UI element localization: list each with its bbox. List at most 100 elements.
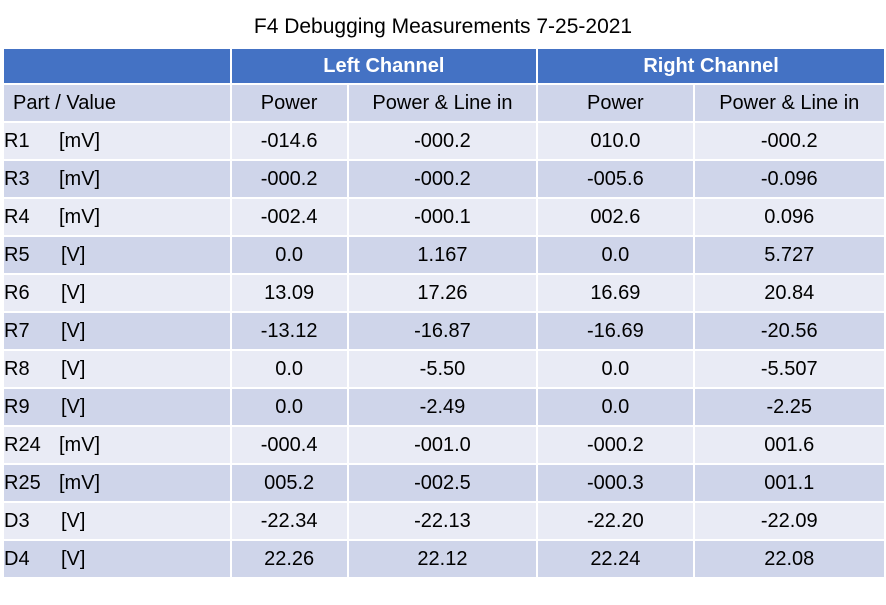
- part-cell: R7 [V]: [2, 311, 232, 351]
- left-power-line-in-value: -5.50: [346, 349, 539, 389]
- right-power-value: -16.69: [536, 311, 695, 351]
- part-unit: [V]: [61, 243, 86, 266]
- part-unit: [V]: [61, 547, 86, 570]
- part-unit: [V]: [61, 395, 86, 418]
- part-name: R24: [4, 433, 41, 456]
- column-header-row: Part / Value Power Power & Line in Power…: [2, 83, 886, 123]
- table-row: R6 [V] 13.09 17.26 16.69 20.84: [2, 273, 886, 313]
- right-power-value: 0.0: [536, 387, 695, 427]
- part-cell: R24 [mV]: [2, 425, 232, 465]
- column-header-left-power-line-in: Power & Line in: [346, 83, 539, 123]
- left-power-line-in-value: -22.13: [346, 501, 539, 541]
- left-power-value: 005.2: [229, 463, 349, 503]
- left-power-line-in-value: -000.2: [346, 159, 539, 199]
- left-power-value: -000.2: [229, 159, 349, 199]
- left-power-value: -002.4: [229, 197, 349, 237]
- table-row: R9 [V] 0.0 -2.49 0.0 -2.25: [2, 387, 886, 427]
- channel-header-row: Left Channel Right Channel: [2, 47, 886, 85]
- left-power-value: 13.09: [229, 273, 349, 313]
- part-unit: [V]: [61, 509, 86, 532]
- table-row: R4 [mV] -002.4 -000.1 002.6 0.096: [2, 197, 886, 237]
- right-power-value: -000.2: [536, 425, 695, 465]
- left-power-value: -22.34: [229, 501, 349, 541]
- right-power-value: 010.0: [536, 121, 695, 161]
- right-power-line-in-value: -000.2: [692, 121, 886, 161]
- part-cell: D3 [V]: [2, 501, 232, 541]
- right-power-line-in-value: -2.25: [692, 387, 886, 427]
- part-cell: R3 [mV]: [2, 159, 232, 199]
- left-power-line-in-value: 22.12: [346, 539, 539, 579]
- left-power-line-in-value: -002.5: [346, 463, 539, 503]
- part-cell: R6 [V]: [2, 273, 232, 313]
- column-header-part: Part / Value: [2, 83, 232, 123]
- table-row: D3 [V] -22.34 -22.13 -22.20 -22.09: [2, 501, 886, 541]
- part-unit: [mV]: [59, 433, 101, 456]
- right-power-line-in-value: 0.096: [692, 197, 886, 237]
- right-power-line-in-value: 001.6: [692, 425, 886, 465]
- part-name: R3: [4, 167, 30, 190]
- part-unit: [mV]: [59, 129, 101, 152]
- left-power-line-in-value: -2.49: [346, 387, 539, 427]
- column-header-left-power: Power: [229, 83, 349, 123]
- column-header-right-power-line-in: Power & Line in: [692, 83, 886, 123]
- part-name: R25: [4, 471, 41, 494]
- left-power-line-in-value: -000.2: [346, 121, 539, 161]
- right-power-line-in-value: -22.09: [692, 501, 886, 541]
- table-row: R25 [mV] 005.2 -002.5 -000.3 001.1: [2, 463, 886, 503]
- left-power-line-in-value: -16.87: [346, 311, 539, 351]
- part-unit: [mV]: [59, 471, 101, 494]
- right-power-value: 002.6: [536, 197, 695, 237]
- right-power-value: -22.20: [536, 501, 695, 541]
- left-power-value: 0.0: [229, 235, 349, 275]
- right-power-line-in-value: -0.096: [692, 159, 886, 199]
- table-row: R3 [mV] -000.2 -000.2 -005.6 -0.096: [2, 159, 886, 199]
- right-power-line-in-value: -5.507: [692, 349, 886, 389]
- left-power-line-in-value: -001.0: [346, 425, 539, 465]
- part-cell: D4 [V]: [2, 539, 232, 579]
- part-name: R1: [4, 129, 30, 152]
- part-name: R7: [4, 319, 30, 342]
- table-row: R5 [V] 0.0 1.167 0.0 5.727: [2, 235, 886, 275]
- right-power-line-in-value: 5.727: [692, 235, 886, 275]
- left-power-value: 0.0: [229, 387, 349, 427]
- part-unit: [mV]: [59, 205, 101, 228]
- column-header-right-power: Power: [536, 83, 695, 123]
- table-row: R1 [mV] -014.6 -000.2 010.0 -000.2: [2, 121, 886, 161]
- left-power-value: 22.26: [229, 539, 349, 579]
- right-power-value: -000.3: [536, 463, 695, 503]
- part-unit: [V]: [61, 319, 86, 342]
- part-unit: [mV]: [59, 167, 101, 190]
- part-unit: [V]: [61, 281, 86, 304]
- part-name: R6: [4, 281, 30, 304]
- right-power-line-in-value: 20.84: [692, 273, 886, 313]
- left-power-value: -13.12: [229, 311, 349, 351]
- part-name: R8: [4, 357, 30, 380]
- right-power-value: -005.6: [536, 159, 695, 199]
- right-power-line-in-value: 22.08: [692, 539, 886, 579]
- right-power-line-in-value: 001.1: [692, 463, 886, 503]
- header-empty-cell: [2, 47, 232, 85]
- right-power-line-in-value: -20.56: [692, 311, 886, 351]
- right-power-value: 22.24: [536, 539, 695, 579]
- left-power-line-in-value: 17.26: [346, 273, 539, 313]
- left-power-value: -000.4: [229, 425, 349, 465]
- part-cell: R1 [mV]: [2, 121, 232, 161]
- left-channel-header: Left Channel: [229, 47, 539, 85]
- part-cell: R4 [mV]: [2, 197, 232, 237]
- left-power-value: 0.0: [229, 349, 349, 389]
- right-power-value: 16.69: [536, 273, 695, 313]
- left-power-line-in-value: 1.167: [346, 235, 539, 275]
- part-cell: R25 [mV]: [2, 463, 232, 503]
- right-channel-header: Right Channel: [536, 47, 886, 85]
- part-cell: R5 [V]: [2, 235, 232, 275]
- right-power-value: 0.0: [536, 349, 695, 389]
- part-cell: R9 [V]: [2, 387, 232, 427]
- left-power-line-in-value: -000.1: [346, 197, 539, 237]
- part-name: R9: [4, 395, 30, 418]
- part-cell: R8 [V]: [2, 349, 232, 389]
- part-name: R4: [4, 205, 30, 228]
- page-title: F4 Debugging Measurements 7-25-2021: [253, 15, 633, 38]
- table-row: R8 [V] 0.0 -5.50 0.0 -5.507: [2, 349, 886, 389]
- part-name: D4: [4, 547, 30, 570]
- measurements-table: Left Channel Right Channel Part / Value …: [2, 47, 886, 579]
